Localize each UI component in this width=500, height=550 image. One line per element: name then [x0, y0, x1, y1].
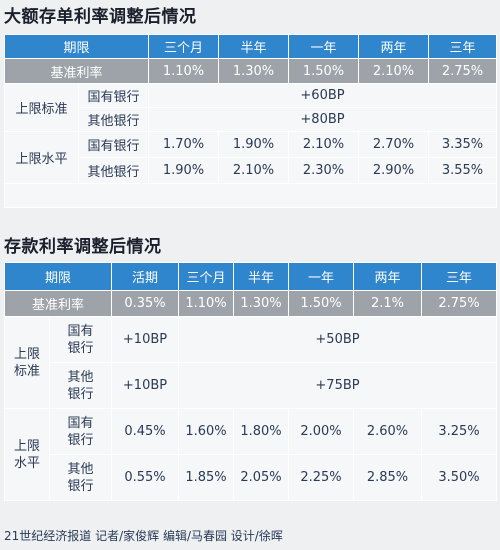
t1-level-other-cell: 1.90%	[148, 157, 220, 184]
t2-level-other-cell: 2.25%	[288, 454, 355, 501]
t2-header-cell: 半年	[233, 262, 290, 291]
t2-cap-state-term: +50BP	[178, 316, 498, 363]
t2-level-label: 上限 水平	[4, 408, 50, 501]
t2-header-term: 期限	[3, 262, 113, 291]
t2-cap-state-label-line1: 国有	[67, 323, 94, 339]
t2-level-state-cell: 1.60%	[178, 408, 235, 455]
t2-cap-state-label-line2: 银行	[67, 340, 94, 356]
t1-level-label: 上限水平	[4, 131, 79, 184]
t1-level-other-cell: 3.55%	[428, 157, 498, 184]
large-deposit-certificate-table: 期限 三个月 半年 一年 两年 三年 基准利率 1.10% 1.30% 1.50…	[3, 34, 498, 208]
t1-cap-other-value: +80BP	[148, 107, 498, 132]
t1-level-other-cell: 2.90%	[358, 157, 430, 184]
t2-base-rate-label: 基准利率	[3, 290, 113, 317]
t2-cap-label: 上限 标准	[4, 316, 50, 409]
deposit-rate-table: 期限 活期 三个月 半年 一年 两年 三年 基准利率 0.35% 1.10% 1…	[3, 262, 498, 501]
t2-base-rate-cell: 1.50%	[288, 290, 355, 317]
t2-level-state-label-line1: 国有	[67, 415, 94, 431]
t1-cap-other-row: 其他银行 +80BP	[5, 107, 498, 132]
t2-level-state-cell: 0.45%	[111, 408, 180, 455]
t1-level-state-row: 上限水平 国有银行 1.70% 1.90% 2.10% 2.70% 3.35%	[4, 131, 498, 184]
t1-base-rate-cell: 1.50%	[288, 58, 360, 84]
t2-level-state-cell: 2.60%	[353, 408, 423, 455]
t1-cap-state-label: 国有银行	[77, 83, 150, 108]
t2-cap-other-term: +75BP	[178, 362, 498, 409]
t1-spacer-row	[3, 183, 498, 208]
t1-level-other-row: 其他银行 1.90% 2.10% 2.30% 2.90% 3.55%	[5, 157, 498, 184]
t2-level-other-label-line2: 银行	[67, 478, 94, 494]
t1-spacer	[3, 183, 498, 208]
t1-cap-state-value: +60BP	[148, 83, 498, 108]
t1-header-cell: 一年	[288, 34, 360, 59]
t2-level-other-cell: 2.05%	[233, 454, 290, 501]
t1-level-state-cell: 2.10%	[288, 131, 360, 158]
t1-header-cell: 三个月	[148, 34, 220, 59]
t2-cap-other-label: 其他 银行	[48, 362, 113, 409]
t2-cap-other-label-line1: 其他	[67, 369, 94, 385]
t2-cap-other-label-line2: 银行	[67, 386, 94, 402]
t1-base-rate-label: 基准利率	[3, 58, 150, 84]
t2-level-state-cell: 2.00%	[288, 408, 355, 455]
t1-level-other-cell: 2.10%	[218, 157, 290, 184]
t2-level-state-cell: 1.80%	[233, 408, 290, 455]
t2-base-rate-cell: 2.1%	[353, 290, 423, 317]
t2-level-label-line1: 上限	[13, 438, 40, 454]
t2-base-rate-cell: 0.35%	[111, 290, 180, 317]
t2-level-other-label-line1: 其他	[67, 461, 94, 477]
t2-level-other-cell: 2.85%	[353, 454, 423, 501]
t1-level-state-cell: 2.70%	[358, 131, 430, 158]
t2-cap-state-label: 国有 银行	[48, 316, 113, 363]
t2-cap-label-line1: 上限	[13, 346, 40, 362]
t2-cap-state-row: 上限 标准 国有 银行 +10BP +50BP	[4, 316, 498, 409]
title-large-deposit-certificates: 大额存单利率调整后情况	[4, 7, 197, 27]
t2-level-other-cell: 1.85%	[178, 454, 235, 501]
t2-header-row: 期限 活期 三个月 半年 一年 两年 三年	[3, 262, 498, 291]
t1-cap-other-label: 其他银行	[77, 107, 150, 132]
t2-header-cell: 两年	[353, 262, 423, 291]
t1-level-other-cell: 2.30%	[288, 157, 360, 184]
t2-level-state-row: 上限 水平 国有 银行 0.45% 1.60% 1.80% 2.00% 2.60% …	[4, 408, 498, 501]
t1-level-state-label: 国有银行	[77, 131, 150, 158]
t1-base-rate-cell: 2.10%	[358, 58, 430, 84]
t2-base-rate-row: 基准利率 0.35% 1.10% 1.30% 1.50% 2.1% 2.75%	[3, 290, 498, 317]
t2-level-other-row: 其他 银行 0.55% 1.85% 2.05% 2.25% 2.85% 3.50%	[5, 454, 498, 501]
t2-level-label-line2: 水平	[13, 455, 40, 471]
t2-cap-label-line2: 标准	[13, 363, 40, 379]
title-deposit-rates: 存款利率调整后情况	[4, 237, 162, 257]
t1-header-cell: 三年	[428, 34, 498, 59]
t2-level-other-cell: 0.55%	[111, 454, 180, 501]
t1-header-cell: 两年	[358, 34, 430, 59]
t2-header-cell: 三个月	[178, 262, 235, 291]
t2-cap-other-row: 其他 银行 +10BP +75BP	[5, 362, 498, 409]
t1-base-rate-row: 基准利率 1.10% 1.30% 1.50% 2.10% 2.75%	[3, 58, 498, 84]
t2-base-rate-cell: 1.10%	[178, 290, 235, 317]
t1-cap-state-row: 上限标准 国有银行 +60BP	[4, 83, 498, 132]
t1-header-cell: 半年	[218, 34, 290, 59]
t1-level-state-cell: 1.90%	[218, 131, 290, 158]
t2-level-state-cell: 3.25%	[421, 408, 498, 455]
t2-base-rate-cell: 1.30%	[233, 290, 290, 317]
t2-level-state-label: 国有 银行	[48, 408, 113, 455]
t1-level-other-label: 其他银行	[77, 157, 150, 184]
t1-base-rate-cell: 1.30%	[218, 58, 290, 84]
t2-header-cell: 一年	[288, 262, 355, 291]
t2-header-cell: 活期	[111, 262, 180, 291]
t1-cap-label: 上限标准	[4, 83, 79, 132]
t2-level-other-label: 其他 银行	[48, 454, 113, 501]
t1-level-state-cell: 3.35%	[428, 131, 498, 158]
t1-base-rate-cell: 1.10%	[148, 58, 220, 84]
t2-level-other-cell: 3.50%	[421, 454, 498, 501]
t2-cap-state-demand: +10BP	[111, 316, 180, 363]
t2-cap-other-demand: +10BP	[111, 362, 180, 409]
t1-header-row: 期限 三个月 半年 一年 两年 三年	[3, 34, 498, 59]
t1-base-rate-cell: 2.75%	[428, 58, 498, 84]
t2-header-cell: 三年	[421, 262, 498, 291]
t1-header-term: 期限	[3, 34, 150, 59]
t1-level-state-cell: 1.70%	[148, 131, 220, 158]
footer-credits: 21世纪经济报道 记者/家俊辉 编辑/马春园 设计/徐晖	[4, 529, 283, 543]
t2-base-rate-cell: 2.75%	[421, 290, 498, 317]
t2-level-state-label-line2: 银行	[67, 432, 94, 448]
